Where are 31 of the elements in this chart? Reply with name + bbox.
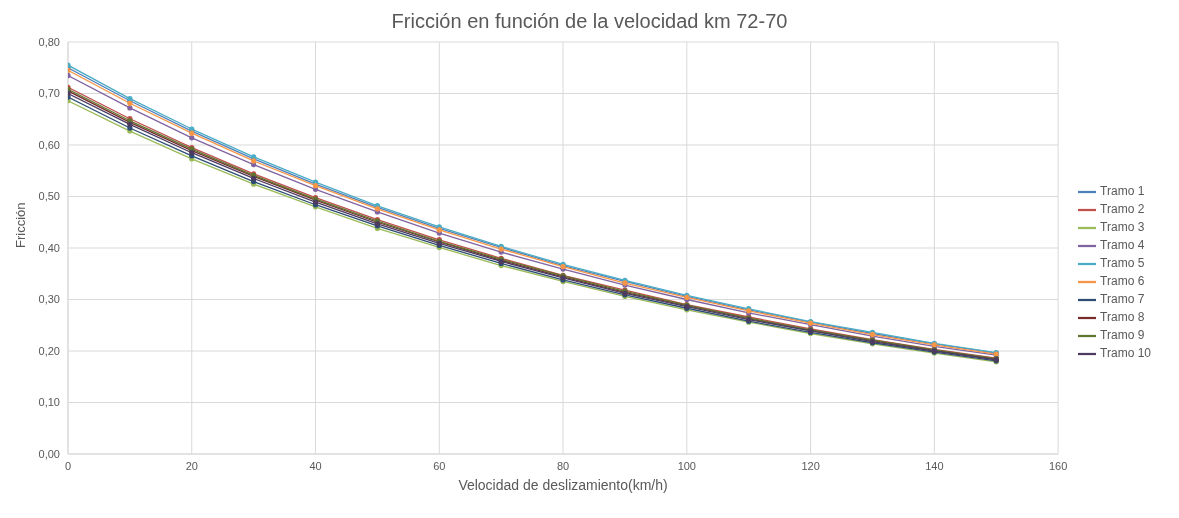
legend-label: Tramo 3 (1100, 220, 1145, 235)
x-axis-title: Velocidad de deslizamiento(km/h) (458, 477, 668, 493)
x-tick-label: 160 (1048, 459, 1068, 472)
legend-label: Tramo 9 (1100, 328, 1145, 343)
legend-label: Tramo 5 (1100, 256, 1145, 271)
chart-title: Fricción en función de la velocidad km 72-70 (390, 9, 789, 34)
y-tick-label: 0,10 (38, 396, 60, 409)
y-tick-label: 0,50 (38, 190, 60, 203)
y-tick-label: 0,80 (38, 35, 60, 48)
y-tick-label: 0,30 (38, 293, 60, 306)
x-tick-label: 80 (556, 459, 570, 472)
y-tick-label: 0,20 (38, 344, 60, 357)
y-axis-title: Fricción (12, 202, 28, 248)
y-tick-label: 0,40 (38, 241, 60, 254)
x-tick-label: 100 (677, 459, 696, 472)
legend-label: Tramo 10 (1100, 346, 1151, 361)
y-tick-label: 0,60 (38, 138, 60, 151)
x-tick-label: 40 (309, 459, 322, 472)
legend-label: Tramo 7 (1100, 292, 1145, 307)
legend-label: Tramo 6 (1100, 274, 1145, 289)
x-tick-label: 120 (801, 459, 820, 472)
y-tick-label: 0,00 (38, 447, 60, 460)
legend-label: Tramo 4 (1100, 238, 1145, 253)
x-tick-label: 60 (433, 459, 446, 472)
y-tick-label: 0,70 (38, 87, 60, 100)
legend-label: Tramo 1 (1100, 184, 1145, 199)
x-tick-label: 140 (925, 459, 944, 472)
x-tick-label: 20 (185, 459, 198, 472)
legend-label: Tramo 8 (1100, 310, 1145, 325)
x-tick-label: 0 (64, 459, 72, 472)
legend-label: Tramo 2 (1100, 202, 1145, 217)
